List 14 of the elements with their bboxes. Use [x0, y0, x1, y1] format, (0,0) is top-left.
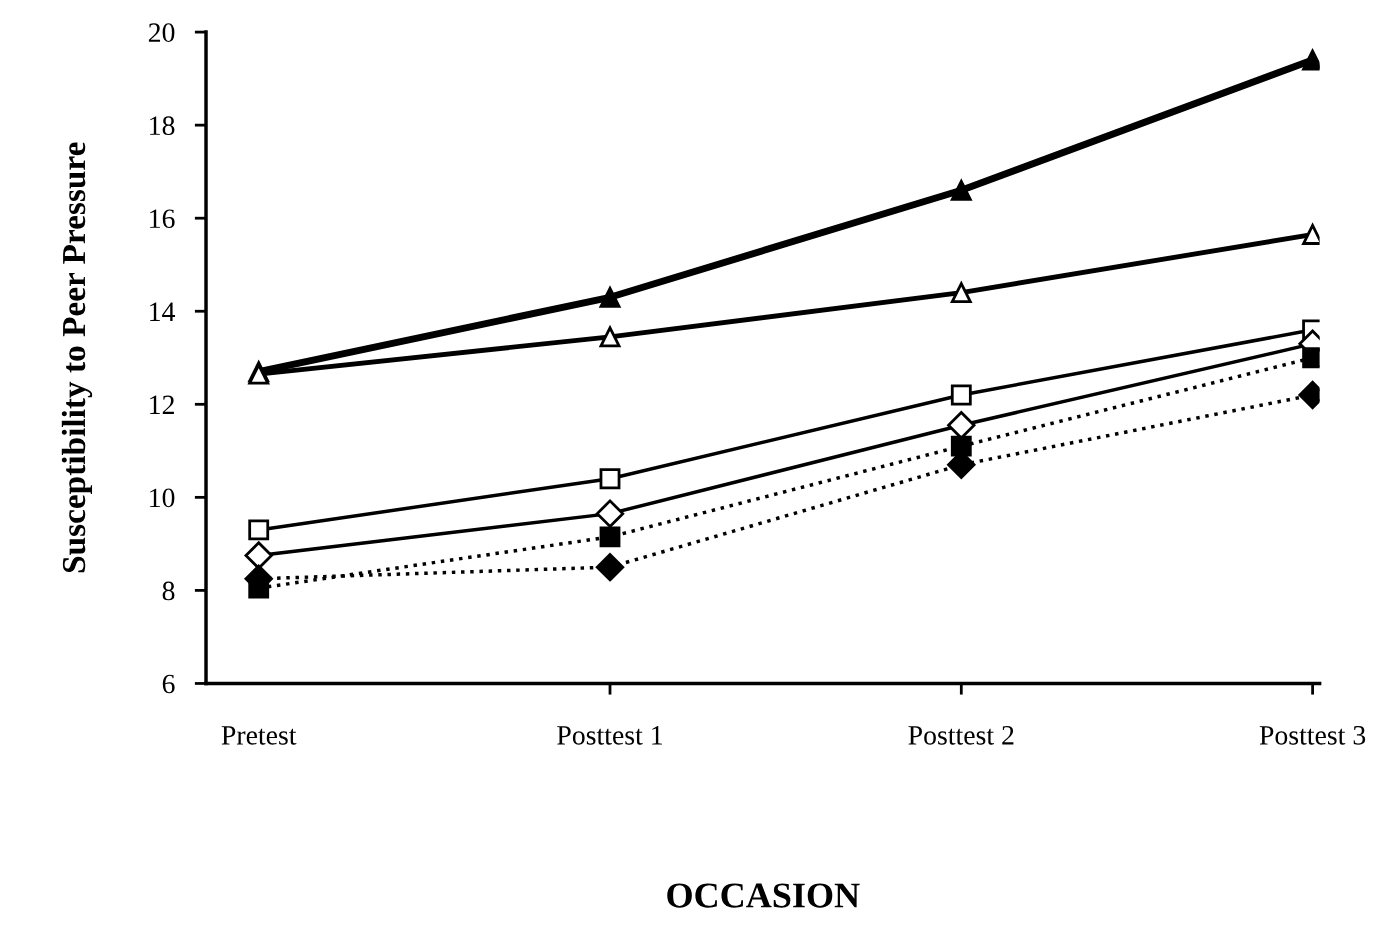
x-axis-title: OCCASION	[667, 883, 860, 908]
y-tick-label: 16	[150, 209, 175, 229]
y-tick-label: 18	[150, 116, 175, 136]
y-tick-label: 8	[162, 581, 175, 601]
x-tick-label: Posttest 1	[557, 726, 662, 745]
x-tick-label: Posttest 3	[1259, 726, 1366, 745]
x-tick-label: Posttest 2	[908, 726, 1014, 745]
y-axis-title: Susceptibility to Peer Pressure	[61, 142, 93, 573]
x-tick-label: Pretest	[221, 726, 297, 745]
y-tick-label: 10	[150, 488, 175, 508]
y-tick-label: 20	[148, 23, 175, 43]
y-tick-label: 12	[150, 395, 174, 414]
y-tick-label: 6	[162, 674, 175, 694]
y-tick-label: 14	[150, 302, 176, 321]
